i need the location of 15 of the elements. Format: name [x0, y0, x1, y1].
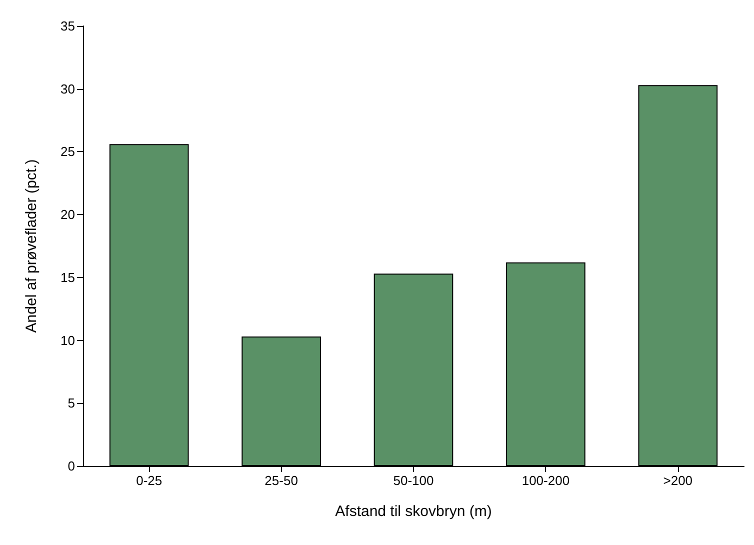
x-tick-label: 50-100 [393, 473, 434, 488]
x-tick-label: 25-50 [264, 473, 298, 488]
y-axis-title: Andel af prøveflader (pct.) [23, 159, 40, 333]
y-tick-label: 20 [60, 207, 75, 222]
x-tick-label: 0-25 [136, 473, 162, 488]
y-tick-label: 5 [68, 396, 75, 411]
y-tick-label: 25 [60, 144, 75, 160]
y-tick-label: 30 [60, 81, 75, 96]
y-tick-label: 15 [60, 270, 75, 285]
x-tick-label: >200 [663, 473, 693, 488]
y-tick-label: 10 [60, 332, 75, 348]
y-tick-label: 0 [68, 458, 75, 474]
y-tick-label: 35 [60, 18, 75, 34]
x-tick-label: 100-200 [522, 473, 570, 488]
x-axis-title: Afstand til skovbryn (m) [335, 503, 492, 520]
